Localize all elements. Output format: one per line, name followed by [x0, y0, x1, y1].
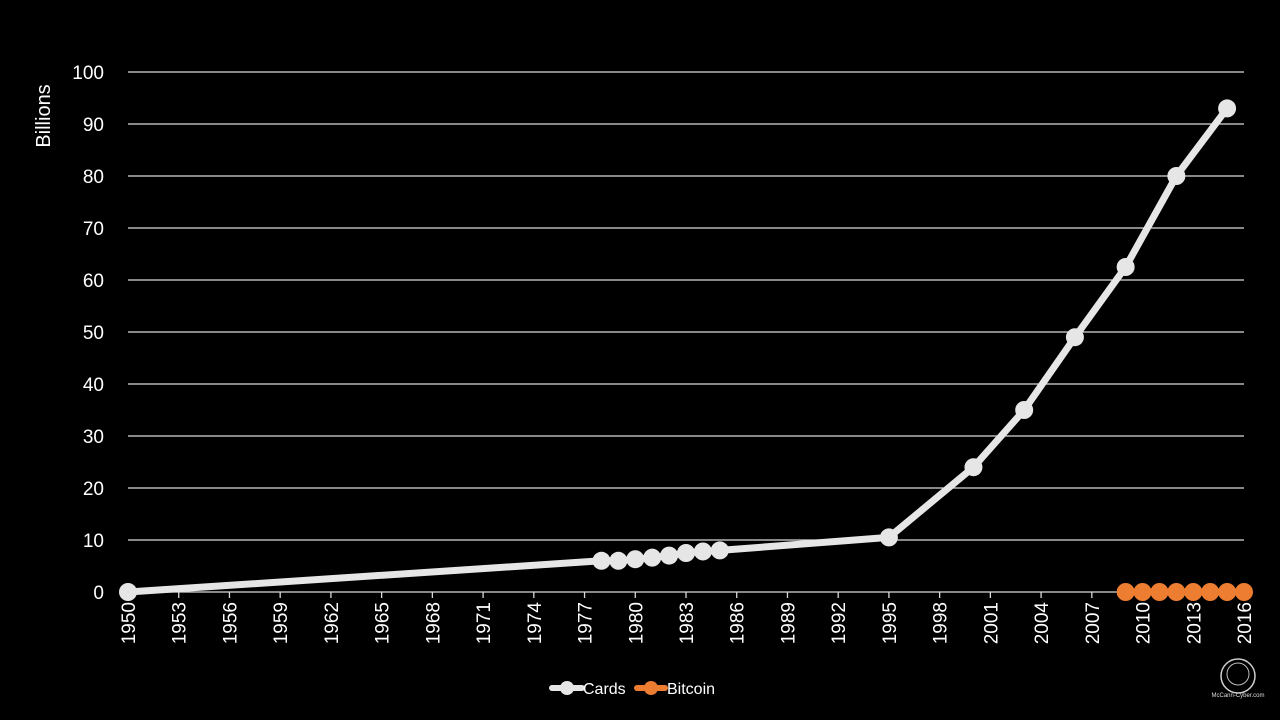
- x-tick-label: 2004: [1032, 602, 1053, 645]
- legend-item-bitcoin: Bitcoin: [634, 681, 715, 698]
- x-tick-label: 1986: [728, 602, 749, 644]
- x-tick-label: 1998: [931, 602, 952, 644]
- y-axis-label: Billions: [33, 84, 55, 147]
- legend-item-cards: Cards: [549, 681, 626, 698]
- data-point-cards: [643, 548, 662, 567]
- data-point-cards: [710, 541, 729, 560]
- watermark-logo-inner: [1226, 662, 1250, 686]
- data-point-bitcoin: [1235, 583, 1253, 601]
- data-point-bitcoin: [1218, 583, 1237, 601]
- y-tick-label: 70: [83, 219, 104, 240]
- x-tick-label: 1965: [373, 602, 394, 644]
- x-tick-label: 1956: [220, 602, 241, 644]
- y-tick-label: 50: [83, 323, 104, 344]
- x-tick-label: 1962: [322, 602, 343, 644]
- data-point-cards: [879, 528, 898, 547]
- series: [119, 99, 1253, 601]
- y-tick-label: 40: [83, 375, 104, 396]
- x-tick-label: 1959: [271, 602, 292, 644]
- data-point-bitcoin: [1133, 583, 1152, 601]
- data-point-bitcoin: [1150, 583, 1169, 601]
- data-point-cards: [660, 546, 679, 565]
- y-tick-label: 30: [83, 427, 104, 448]
- data-point-cards: [1167, 167, 1186, 185]
- y-tick-label: 0: [93, 583, 104, 604]
- data-point-cards: [609, 551, 628, 570]
- legend: Cards Bitcoin: [549, 681, 715, 698]
- x-tick-label: 1977: [576, 602, 597, 644]
- gridlines: [128, 71, 1244, 593]
- data-point-cards: [1116, 258, 1135, 276]
- watermark-logo-ring: [1220, 658, 1256, 694]
- data-point-cards: [693, 542, 712, 561]
- legend-swatch-bitcoin-marker: [644, 681, 658, 695]
- x-tick-label: 2007: [1083, 602, 1104, 644]
- data-point-bitcoin: [1116, 583, 1135, 601]
- x-tick-label: 2010: [1134, 602, 1155, 644]
- y-tick-label: 60: [83, 271, 104, 292]
- x-tick-label: 2001: [981, 602, 1002, 644]
- data-point-cards: [1065, 328, 1084, 347]
- data-point-cards: [626, 550, 645, 569]
- y-tick-label: 20: [83, 479, 104, 500]
- data-point-cards: [1218, 99, 1237, 118]
- series-bitcoin: [1116, 583, 1253, 601]
- legend-swatch-cards-marker: [560, 681, 574, 695]
- series-cards: [119, 99, 1237, 601]
- y-tick-label: 90: [83, 115, 104, 136]
- x-tick-label: 1971: [474, 602, 495, 644]
- x-tick-label: 1983: [677, 602, 698, 644]
- x-tick-label: 1968: [423, 602, 444, 644]
- data-point-bitcoin: [1167, 583, 1186, 601]
- x-tick-labels: 1950 1953 1956 1959 1962 1965 1968 1971 1974 1977…: [119, 592, 1256, 644]
- legend-label-cards: Cards: [583, 681, 626, 698]
- data-point-cards: [592, 551, 611, 570]
- legend-label-bitcoin: Bitcoin: [667, 681, 715, 698]
- y-tick-label: 100: [72, 63, 104, 84]
- watermark-text: McCann-Cyber.com: [1211, 693, 1264, 699]
- x-tick-label: 1989: [778, 602, 799, 644]
- y-tick-label: 10: [83, 531, 104, 552]
- y-tick-labels: 0 10 20 30 40 50 60 70 80 90 100: [72, 63, 104, 604]
- x-tick-label: 1992: [829, 602, 850, 644]
- x-tick-label: 2016: [1235, 602, 1256, 644]
- x-tick-label: 2013: [1184, 602, 1205, 644]
- data-point-cards: [119, 583, 137, 601]
- data-point-bitcoin: [1201, 583, 1220, 601]
- watermark-logo: McCann-Cyber.com: [1211, 658, 1265, 699]
- x-tick-label: 1995: [880, 602, 901, 644]
- x-tick-label: 1980: [626, 602, 647, 644]
- x-tick-label: 1974: [525, 602, 546, 645]
- data-point-cards: [677, 544, 695, 562]
- x-tick-label: 1950: [119, 602, 140, 644]
- data-point-bitcoin: [1184, 583, 1203, 601]
- y-tick-label: 80: [83, 167, 104, 188]
- x-tick-label: 1953: [170, 602, 191, 644]
- data-point-cards: [964, 458, 983, 477]
- data-point-cards: [1015, 401, 1034, 419]
- series-line-cards: [124, 104, 1231, 596]
